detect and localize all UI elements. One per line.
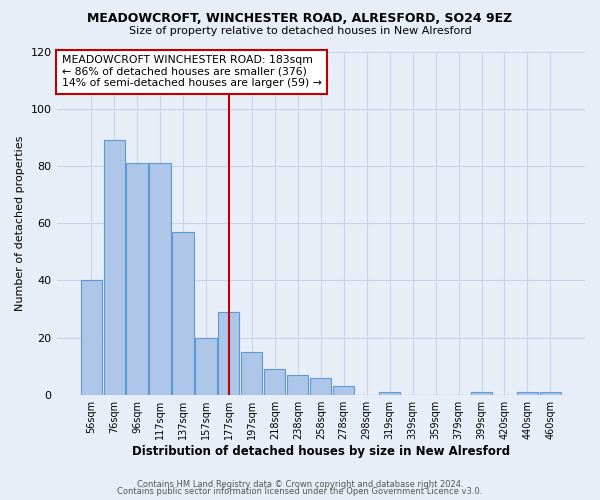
Bar — [172, 232, 194, 394]
Bar — [196, 338, 217, 394]
Bar — [80, 280, 101, 394]
Bar — [540, 392, 561, 394]
Bar — [333, 386, 354, 394]
Text: Contains public sector information licensed under the Open Government Licence v3: Contains public sector information licen… — [118, 487, 482, 496]
Bar — [379, 392, 400, 394]
Bar — [127, 163, 148, 394]
Text: Contains HM Land Registry data © Crown copyright and database right 2024.: Contains HM Land Registry data © Crown c… — [137, 480, 463, 489]
Bar — [471, 392, 492, 394]
Text: MEADOWCROFT, WINCHESTER ROAD, ALRESFORD, SO24 9EZ: MEADOWCROFT, WINCHESTER ROAD, ALRESFORD,… — [88, 12, 512, 26]
Text: MEADOWCROFT WINCHESTER ROAD: 183sqm
← 86% of detached houses are smaller (376)
1: MEADOWCROFT WINCHESTER ROAD: 183sqm ← 86… — [62, 55, 322, 88]
X-axis label: Distribution of detached houses by size in New Alresford: Distribution of detached houses by size … — [132, 444, 510, 458]
Bar — [104, 140, 125, 394]
Bar — [310, 378, 331, 394]
Bar — [517, 392, 538, 394]
Bar — [218, 312, 239, 394]
Y-axis label: Number of detached properties: Number of detached properties — [15, 136, 25, 311]
Bar — [149, 163, 170, 394]
Text: Size of property relative to detached houses in New Alresford: Size of property relative to detached ho… — [128, 26, 472, 36]
Bar — [287, 374, 308, 394]
Bar — [264, 369, 286, 394]
Bar — [241, 352, 262, 395]
